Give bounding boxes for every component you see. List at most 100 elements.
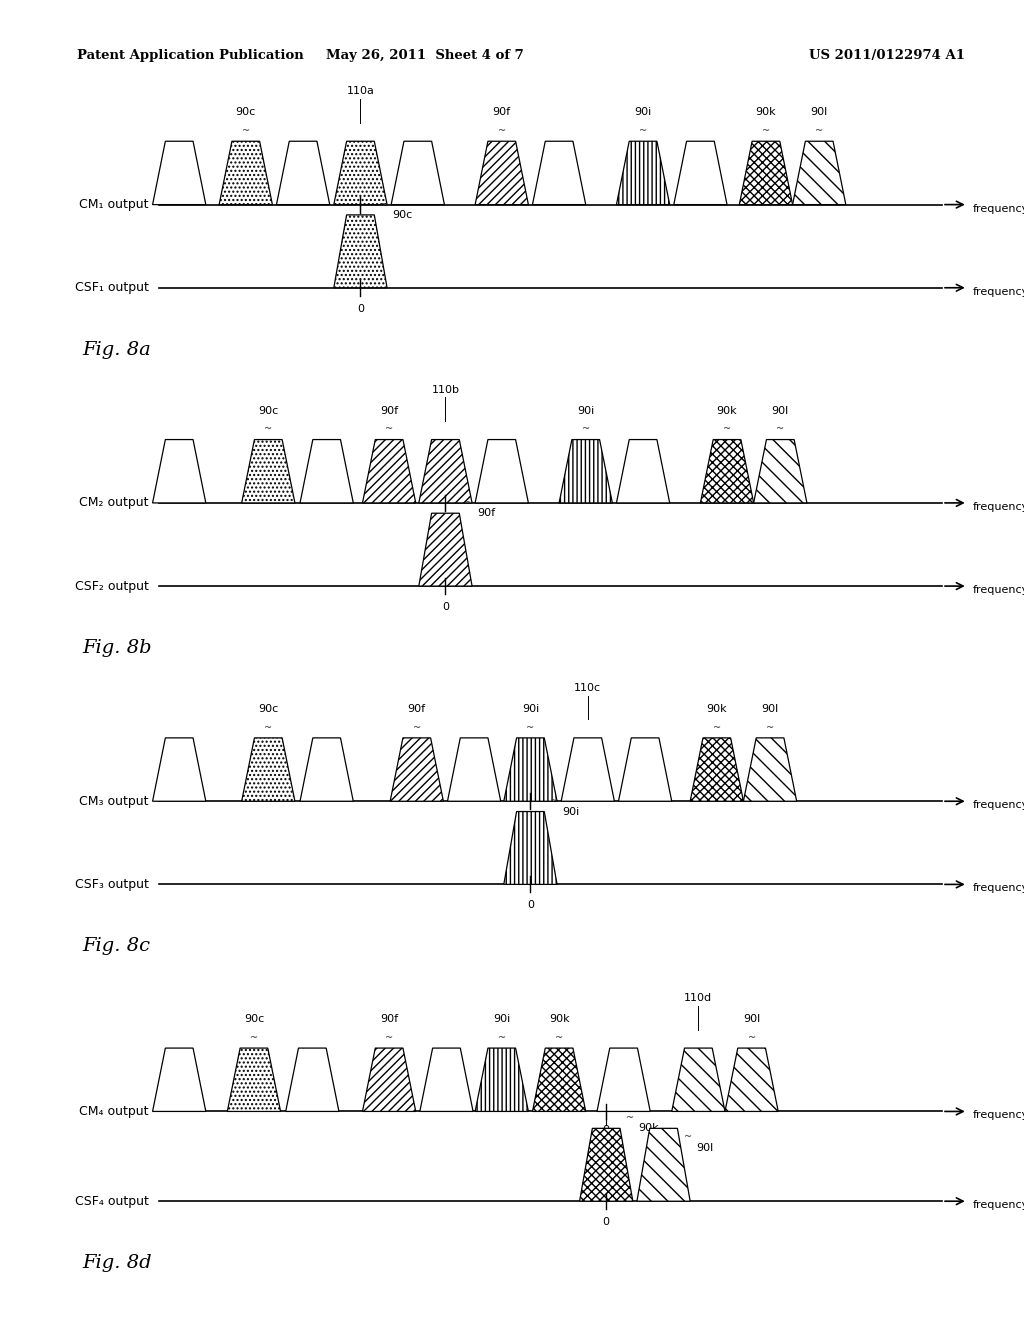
Polygon shape [725, 1048, 778, 1111]
Text: CM₄ output: CM₄ output [79, 1105, 148, 1118]
Text: 90f: 90f [380, 405, 398, 416]
Polygon shape [793, 141, 846, 205]
Text: 0: 0 [603, 1125, 609, 1135]
Polygon shape [700, 440, 754, 503]
Polygon shape [334, 141, 387, 205]
Text: CM₂ output: CM₂ output [79, 496, 148, 510]
Polygon shape [242, 738, 295, 801]
Polygon shape [475, 1048, 528, 1111]
Text: 110b: 110b [431, 384, 460, 395]
Polygon shape [419, 440, 472, 503]
Text: 0: 0 [442, 602, 449, 612]
Polygon shape [616, 141, 670, 205]
Polygon shape [743, 738, 797, 801]
Polygon shape [616, 440, 670, 503]
Polygon shape [754, 440, 807, 503]
Polygon shape [242, 440, 295, 503]
Text: 90k: 90k [639, 1123, 659, 1134]
Polygon shape [532, 141, 586, 205]
Text: 90l: 90l [772, 405, 788, 416]
Polygon shape [300, 440, 353, 503]
Polygon shape [672, 1048, 725, 1111]
Text: ~: ~ [776, 424, 784, 434]
Polygon shape [153, 1048, 206, 1111]
Text: ~: ~ [385, 1032, 393, 1043]
Text: 90i: 90i [635, 107, 651, 117]
Text: CSF₁ output: CSF₁ output [75, 281, 148, 294]
Text: 0: 0 [527, 900, 534, 911]
Text: frequency: frequency [973, 585, 1024, 595]
Text: 90f: 90f [380, 1014, 398, 1024]
Polygon shape [475, 141, 528, 205]
Polygon shape [559, 440, 612, 503]
Polygon shape [362, 440, 416, 503]
Text: ~: ~ [413, 722, 421, 733]
Polygon shape [153, 141, 206, 205]
Text: ~: ~ [627, 1113, 634, 1123]
Text: May 26, 2011  Sheet 4 of 7: May 26, 2011 Sheet 4 of 7 [326, 49, 524, 62]
Polygon shape [532, 1048, 586, 1111]
Text: 0: 0 [357, 304, 364, 314]
Text: Fig. 8a: Fig. 8a [82, 341, 151, 359]
Text: 90k: 90k [549, 1014, 569, 1024]
Text: 90i: 90i [563, 807, 580, 817]
Text: frequency: frequency [973, 1200, 1024, 1210]
Polygon shape [420, 1048, 473, 1111]
Text: ~: ~ [526, 722, 535, 733]
Text: frequency: frequency [973, 800, 1024, 810]
Polygon shape [597, 1048, 650, 1111]
Text: CM₁ output: CM₁ output [79, 198, 148, 211]
Text: 90i: 90i [494, 1014, 510, 1024]
Polygon shape [637, 1129, 690, 1201]
Text: 0: 0 [357, 218, 364, 228]
Text: ~: ~ [713, 722, 721, 733]
Text: ~: ~ [551, 796, 558, 807]
Text: ~: ~ [466, 498, 473, 508]
Text: 0: 0 [442, 516, 449, 527]
Text: frequency: frequency [973, 203, 1024, 214]
Text: ~: ~ [250, 1032, 258, 1043]
Text: 90l: 90l [743, 1014, 760, 1024]
Text: frequency: frequency [973, 883, 1024, 894]
Text: ~: ~ [748, 1032, 756, 1043]
Text: CSF₂ output: CSF₂ output [75, 579, 148, 593]
Polygon shape [153, 738, 206, 801]
Polygon shape [362, 1048, 416, 1111]
Polygon shape [391, 141, 444, 205]
Text: 90c: 90c [393, 210, 413, 220]
Text: ~: ~ [264, 722, 272, 733]
Text: 90c: 90c [258, 704, 279, 714]
Text: 0: 0 [603, 1217, 609, 1228]
Text: Patent Application Publication: Patent Application Publication [77, 49, 303, 62]
Text: 90i: 90i [522, 704, 539, 714]
Polygon shape [561, 738, 614, 801]
Polygon shape [447, 738, 501, 801]
Text: US 2011/0122974 A1: US 2011/0122974 A1 [809, 49, 965, 62]
Text: ~: ~ [242, 125, 250, 136]
Polygon shape [618, 738, 672, 801]
Polygon shape [504, 812, 557, 884]
Polygon shape [690, 738, 743, 801]
Polygon shape [419, 513, 472, 586]
Text: frequency: frequency [973, 502, 1024, 512]
Text: 90c: 90c [236, 107, 256, 117]
Text: ~: ~ [684, 1131, 691, 1142]
Text: 90l: 90l [762, 704, 778, 714]
Text: Fig. 8c: Fig. 8c [82, 937, 150, 956]
Text: frequency: frequency [973, 286, 1024, 297]
Text: ~: ~ [762, 125, 770, 136]
Text: 90c: 90c [258, 405, 279, 416]
Polygon shape [334, 215, 387, 288]
Polygon shape [300, 738, 353, 801]
Text: 110a: 110a [346, 86, 375, 96]
Text: 90i: 90i [578, 405, 594, 416]
Text: CSF₃ output: CSF₃ output [75, 878, 148, 891]
Polygon shape [286, 1048, 339, 1111]
Text: Fig. 8d: Fig. 8d [82, 1254, 152, 1272]
Polygon shape [390, 738, 443, 801]
Text: 90l: 90l [811, 107, 827, 117]
Polygon shape [739, 141, 793, 205]
Text: Fig. 8b: Fig. 8b [82, 639, 152, 657]
Polygon shape [219, 141, 272, 205]
Text: frequency: frequency [973, 1110, 1024, 1121]
